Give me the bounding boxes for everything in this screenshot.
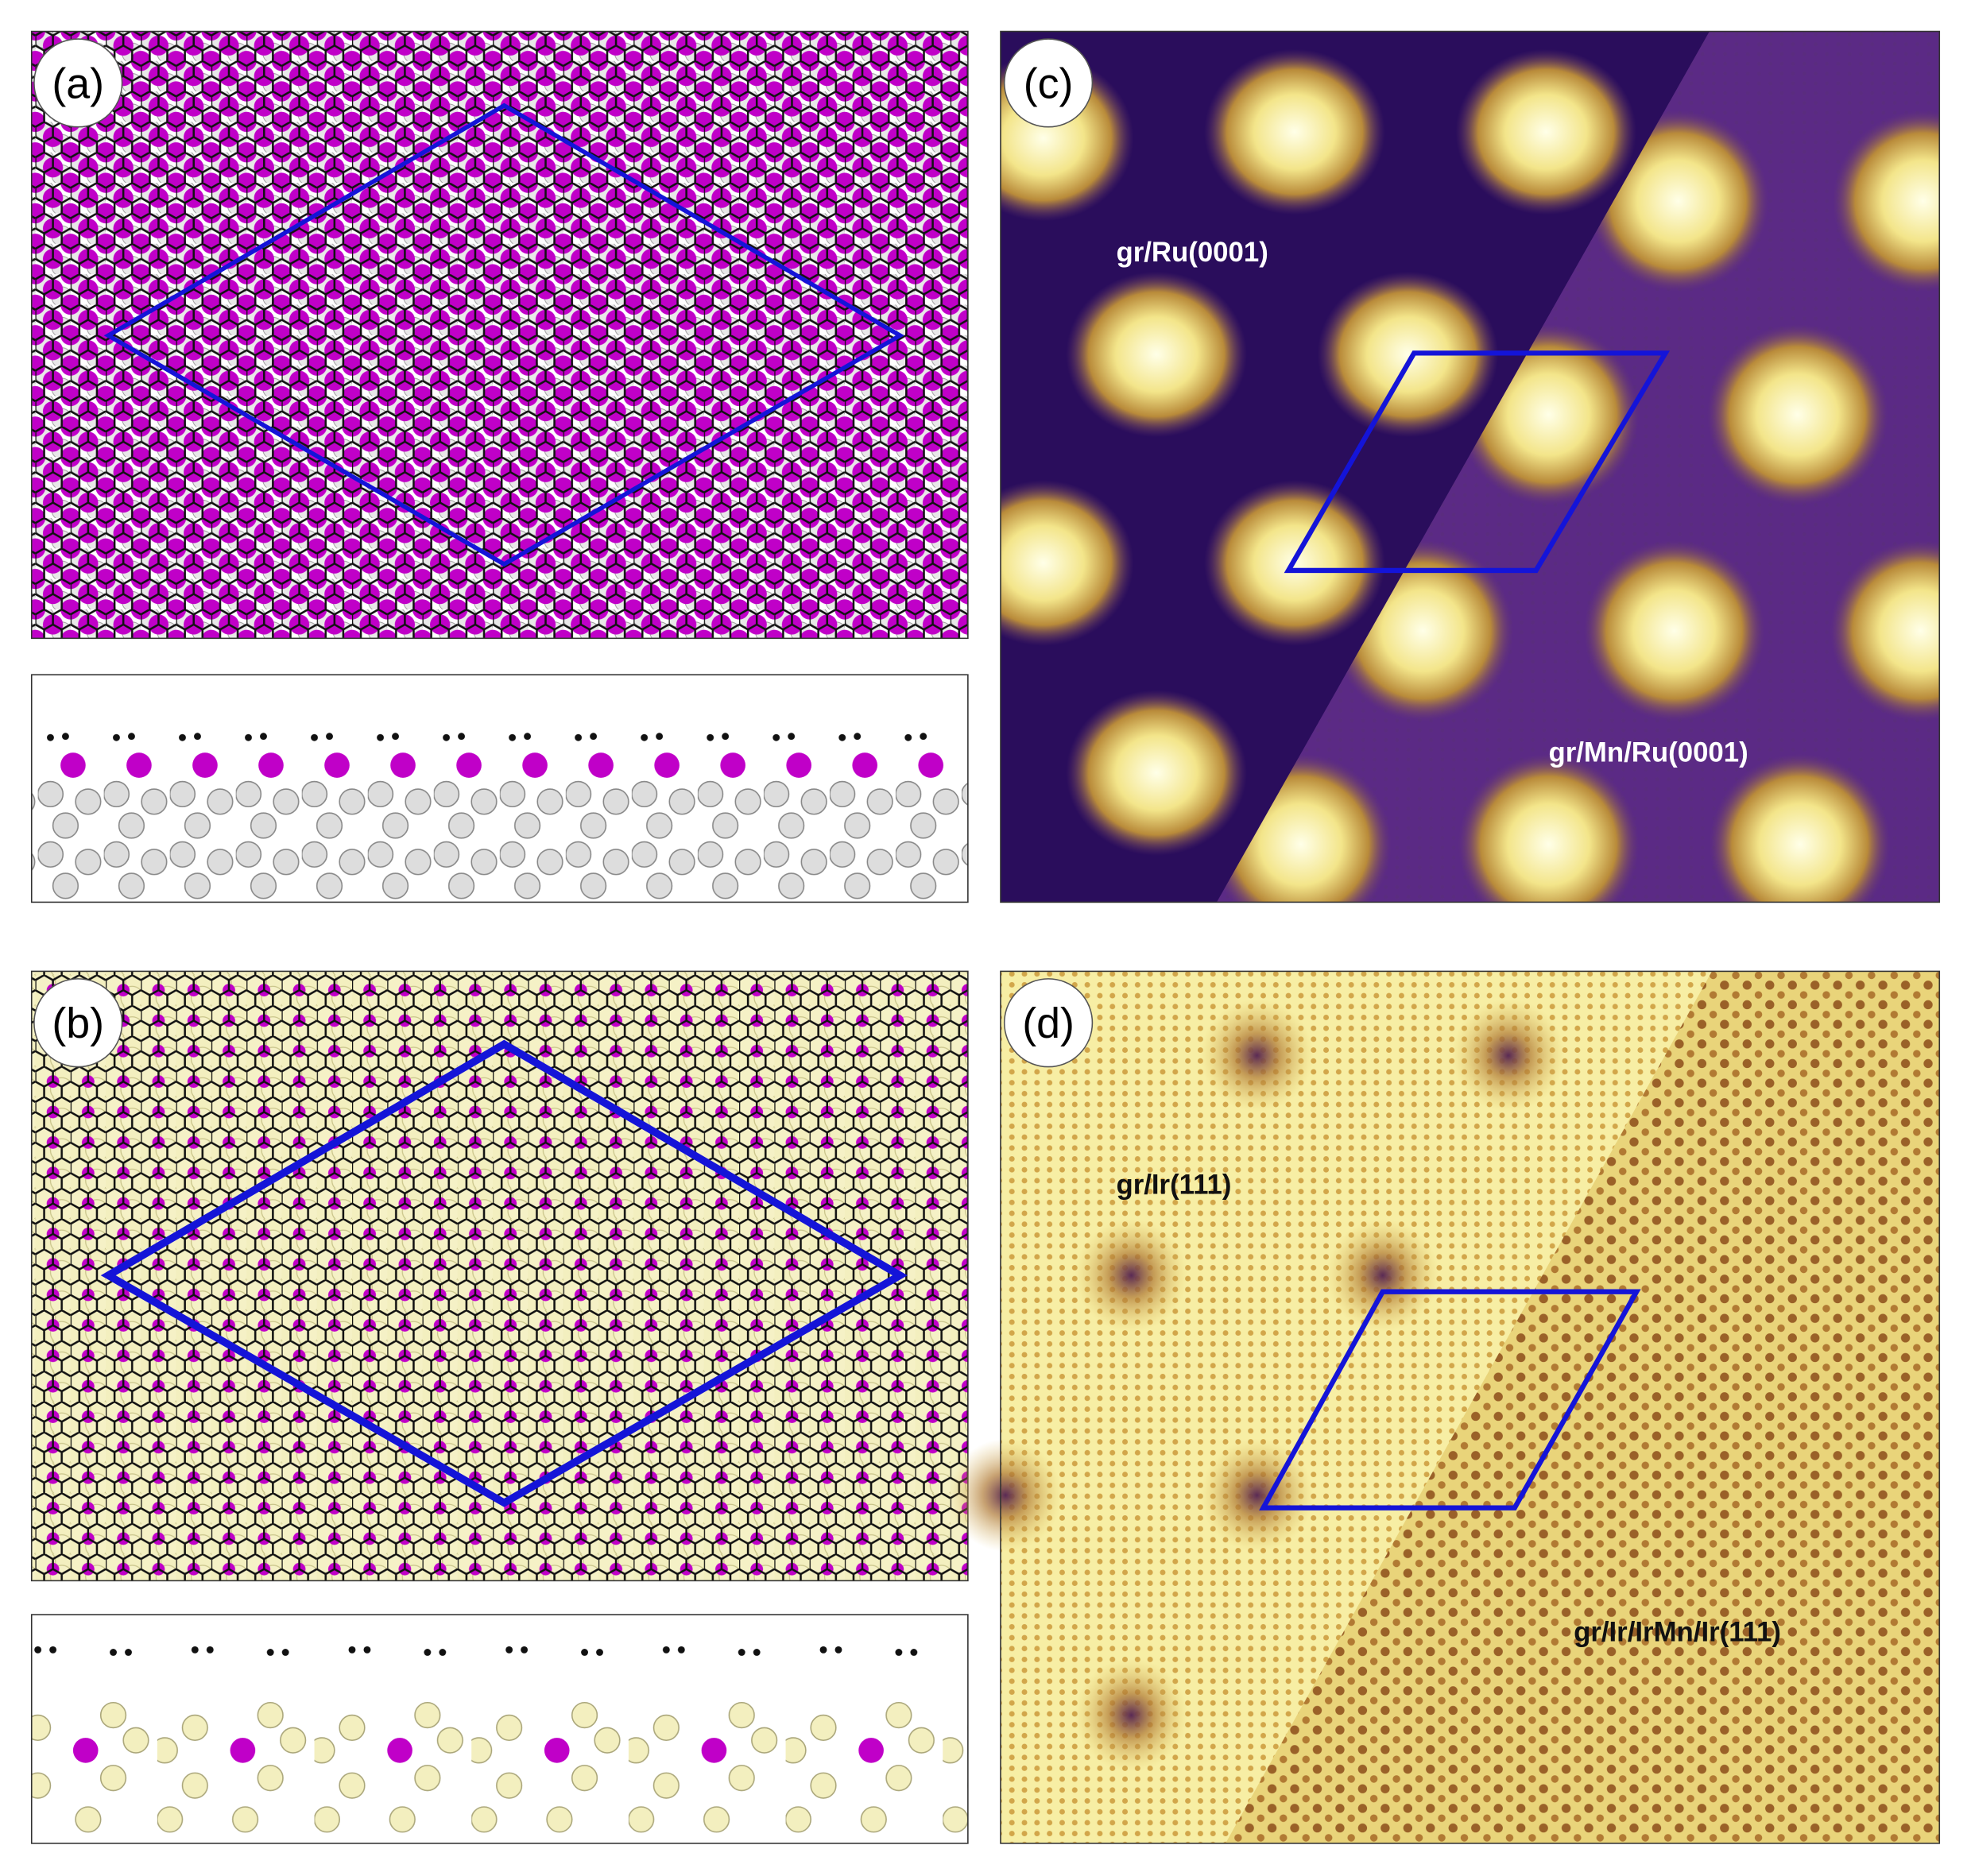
top-view [30, 30, 969, 640]
unit-cell [1259, 1289, 1641, 1510]
annotation: gr/Mn/Ru(0001) [1548, 737, 1748, 768]
panel-label: (c) [1024, 60, 1074, 107]
panel-a: (a) [30, 30, 969, 903]
panel-b: (b) [30, 970, 969, 1844]
panel-d: gr/Ir(111) gr/Ir/IrMn/Ir(111) (d) [949, 970, 1941, 1844]
frame [1000, 970, 1941, 1844]
annotation: gr/Ir/IrMn/Ir(111) [1574, 1617, 1781, 1647]
panel-label: (b) [52, 1000, 104, 1047]
label-badge [1003, 38, 1094, 128]
annotation: gr/Ir(111) [1116, 1170, 1231, 1200]
unit-cell [1284, 350, 1671, 574]
label-badge [1003, 978, 1094, 1068]
moire-maxima [1000, 48, 1637, 856]
frame [1000, 30, 1941, 903]
panel-c: gr/Ru(0001) gr/Mn/Ru(0001) [1000, 31, 1940, 903]
label-badge [33, 978, 123, 1068]
side-view [30, 1614, 969, 1844]
top-view [30, 970, 969, 1582]
stm-region [1226, 971, 1940, 1843]
annotation: gr/Ru(0001) [1116, 238, 1268, 268]
panel-label: (a) [52, 60, 104, 107]
panel-label: (d) [1022, 1000, 1075, 1047]
label-badge [33, 38, 123, 128]
side-view [30, 674, 969, 903]
unit-cell [103, 103, 904, 567]
unit-cell [100, 1039, 908, 1507]
